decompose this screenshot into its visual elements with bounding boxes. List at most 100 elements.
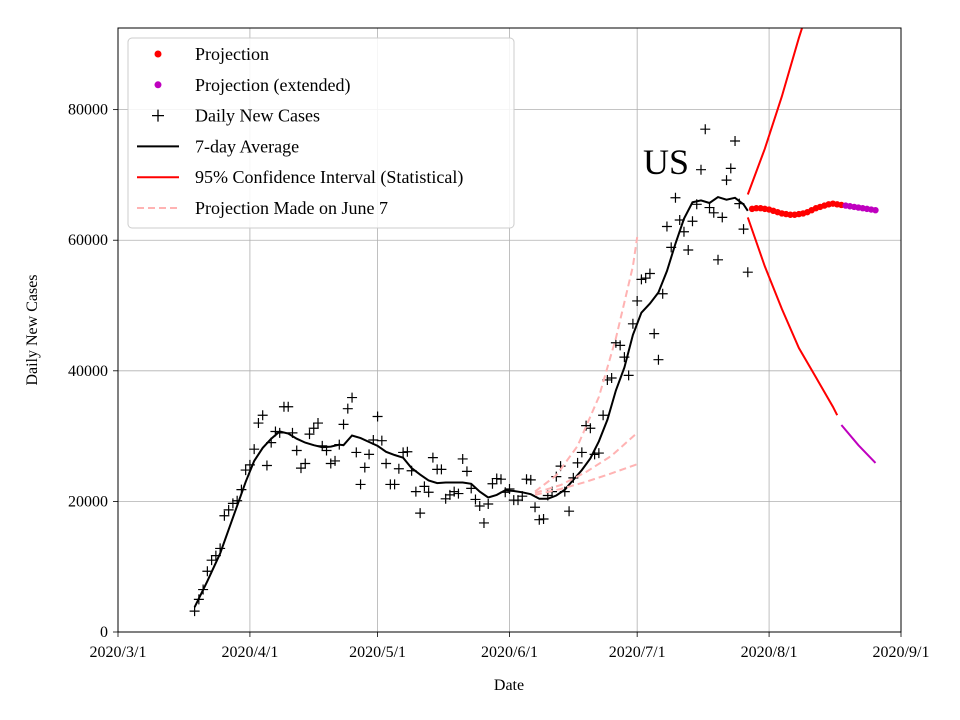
daily-case-marker [491, 473, 502, 484]
daily-case-marker [593, 448, 604, 459]
daily-case-marker [300, 458, 311, 469]
daily-case-marker [364, 449, 375, 460]
daily-case-marker [381, 458, 392, 469]
daily-case-marker [606, 372, 617, 383]
daily-case-marker [202, 566, 213, 577]
7-day-average-line [193, 196, 749, 608]
x-tick-label: 2020/3/1 [90, 644, 147, 661]
daily-case-marker [678, 226, 689, 237]
daily-case-marker [478, 517, 489, 528]
daily-case-marker [291, 445, 302, 456]
projection-extended-point [872, 206, 879, 214]
daily-case-marker [325, 458, 336, 469]
daily-case-marker [538, 514, 549, 525]
x-tick-label: 2020/8/1 [741, 644, 798, 661]
axis-ticks: 2020/3/1 2020/4/1 2020/5/1 2020/6/1 2020/7/1… [68, 102, 929, 661]
projection-made-on-june-7-line [534, 432, 638, 494]
legend-label: 7-day Average [195, 136, 299, 156]
daily-case-marker [470, 494, 481, 505]
daily-case-marker [738, 224, 749, 235]
daily-case-marker [415, 508, 426, 519]
daily-case-marker [295, 463, 306, 474]
legend-label: Projection [195, 44, 269, 64]
daily-case-marker [436, 464, 447, 475]
daily-case-marker [474, 500, 485, 511]
daily-case-marker [525, 474, 536, 485]
daily-case-marker [313, 418, 324, 429]
x-tick-label: 2020/4/1 [221, 644, 278, 661]
legend-label: Projection (extended) [195, 75, 350, 96]
daily-case-marker [695, 164, 706, 175]
daily-case-marker [253, 418, 264, 429]
daily-case-marker [206, 555, 217, 566]
legend-marker [154, 81, 162, 89]
daily-case-marker [504, 483, 515, 494]
daily-case-marker [389, 479, 400, 490]
y-tick-label: 40000 [68, 363, 108, 380]
daily-case-marker [717, 212, 728, 223]
daily-case-marker [359, 462, 370, 473]
daily-case-marker [219, 510, 230, 521]
daily-case-marker [534, 514, 545, 525]
daily-case-marker [576, 447, 587, 458]
daily-case-marker [670, 192, 681, 203]
daily-case-marker [355, 479, 366, 490]
daily-case-marker [661, 221, 672, 232]
daily-case-marker [304, 429, 315, 440]
y-tick-label: 60000 [68, 232, 108, 249]
legend-marker [154, 50, 162, 58]
daily-case-marker [636, 274, 647, 285]
daily-case-marker [402, 446, 413, 457]
daily-case-marker [227, 498, 238, 509]
daily-case-marker [419, 481, 430, 492]
daily-case-marker [393, 463, 404, 474]
chart-annotation: US [643, 142, 689, 182]
daily-case-marker [495, 474, 506, 485]
daily-case-marker [372, 411, 383, 422]
daily-case-marker [598, 410, 609, 421]
daily-case-marker [649, 328, 660, 339]
daily-case-marker [721, 175, 732, 186]
series-group [189, 28, 879, 617]
daily-case-marker [427, 452, 438, 463]
daily-case-marker [189, 606, 200, 617]
daily-case-marker [410, 486, 421, 497]
plot-area [189, 28, 879, 617]
daily-case-marker [330, 455, 341, 466]
daily-case-marker [704, 202, 715, 213]
daily-case-marker [457, 453, 468, 464]
daily-case-marker [483, 499, 494, 510]
daily-case-marker [249, 444, 260, 455]
daily-case-marker [423, 487, 434, 498]
daily-case-marker [623, 370, 634, 381]
daily-case-marker [725, 163, 736, 174]
x-tick-label: 2020/7/1 [609, 644, 666, 661]
daily-case-marker [240, 465, 251, 476]
legend-box [127, 37, 515, 229]
daily-case-marker [398, 447, 409, 458]
daily-case-marker [376, 435, 387, 446]
daily-case-marker [257, 410, 268, 421]
95-confidence-interval-statistical-line [746, 28, 804, 195]
daily-case-marker [700, 124, 711, 135]
x-tick-label: 2020/5/1 [349, 644, 406, 661]
daily-case-marker [449, 486, 460, 497]
daily-case-marker [461, 466, 472, 477]
daily-case-marker [640, 273, 651, 284]
legend-marker [152, 109, 164, 122]
projection-made-on-june-7-line [534, 236, 639, 493]
daily-case-marker [683, 245, 694, 256]
x-tick-label: 2020/6/1 [481, 644, 538, 661]
x-tick-label: 2020/9/1 [873, 644, 930, 661]
daily-case-marker [223, 504, 234, 515]
daily-case-marker [708, 207, 719, 218]
daily-case-marker [713, 254, 724, 265]
daily-case-marker [261, 460, 272, 471]
daily-case-marker [338, 419, 349, 430]
legend-label: 95% Confidence Interval (Statistical) [195, 167, 463, 188]
daily-case-marker [581, 420, 592, 431]
daily-case-marker [644, 268, 655, 279]
daily-case-marker [487, 478, 498, 489]
y-tick-label: 80000 [68, 102, 108, 119]
